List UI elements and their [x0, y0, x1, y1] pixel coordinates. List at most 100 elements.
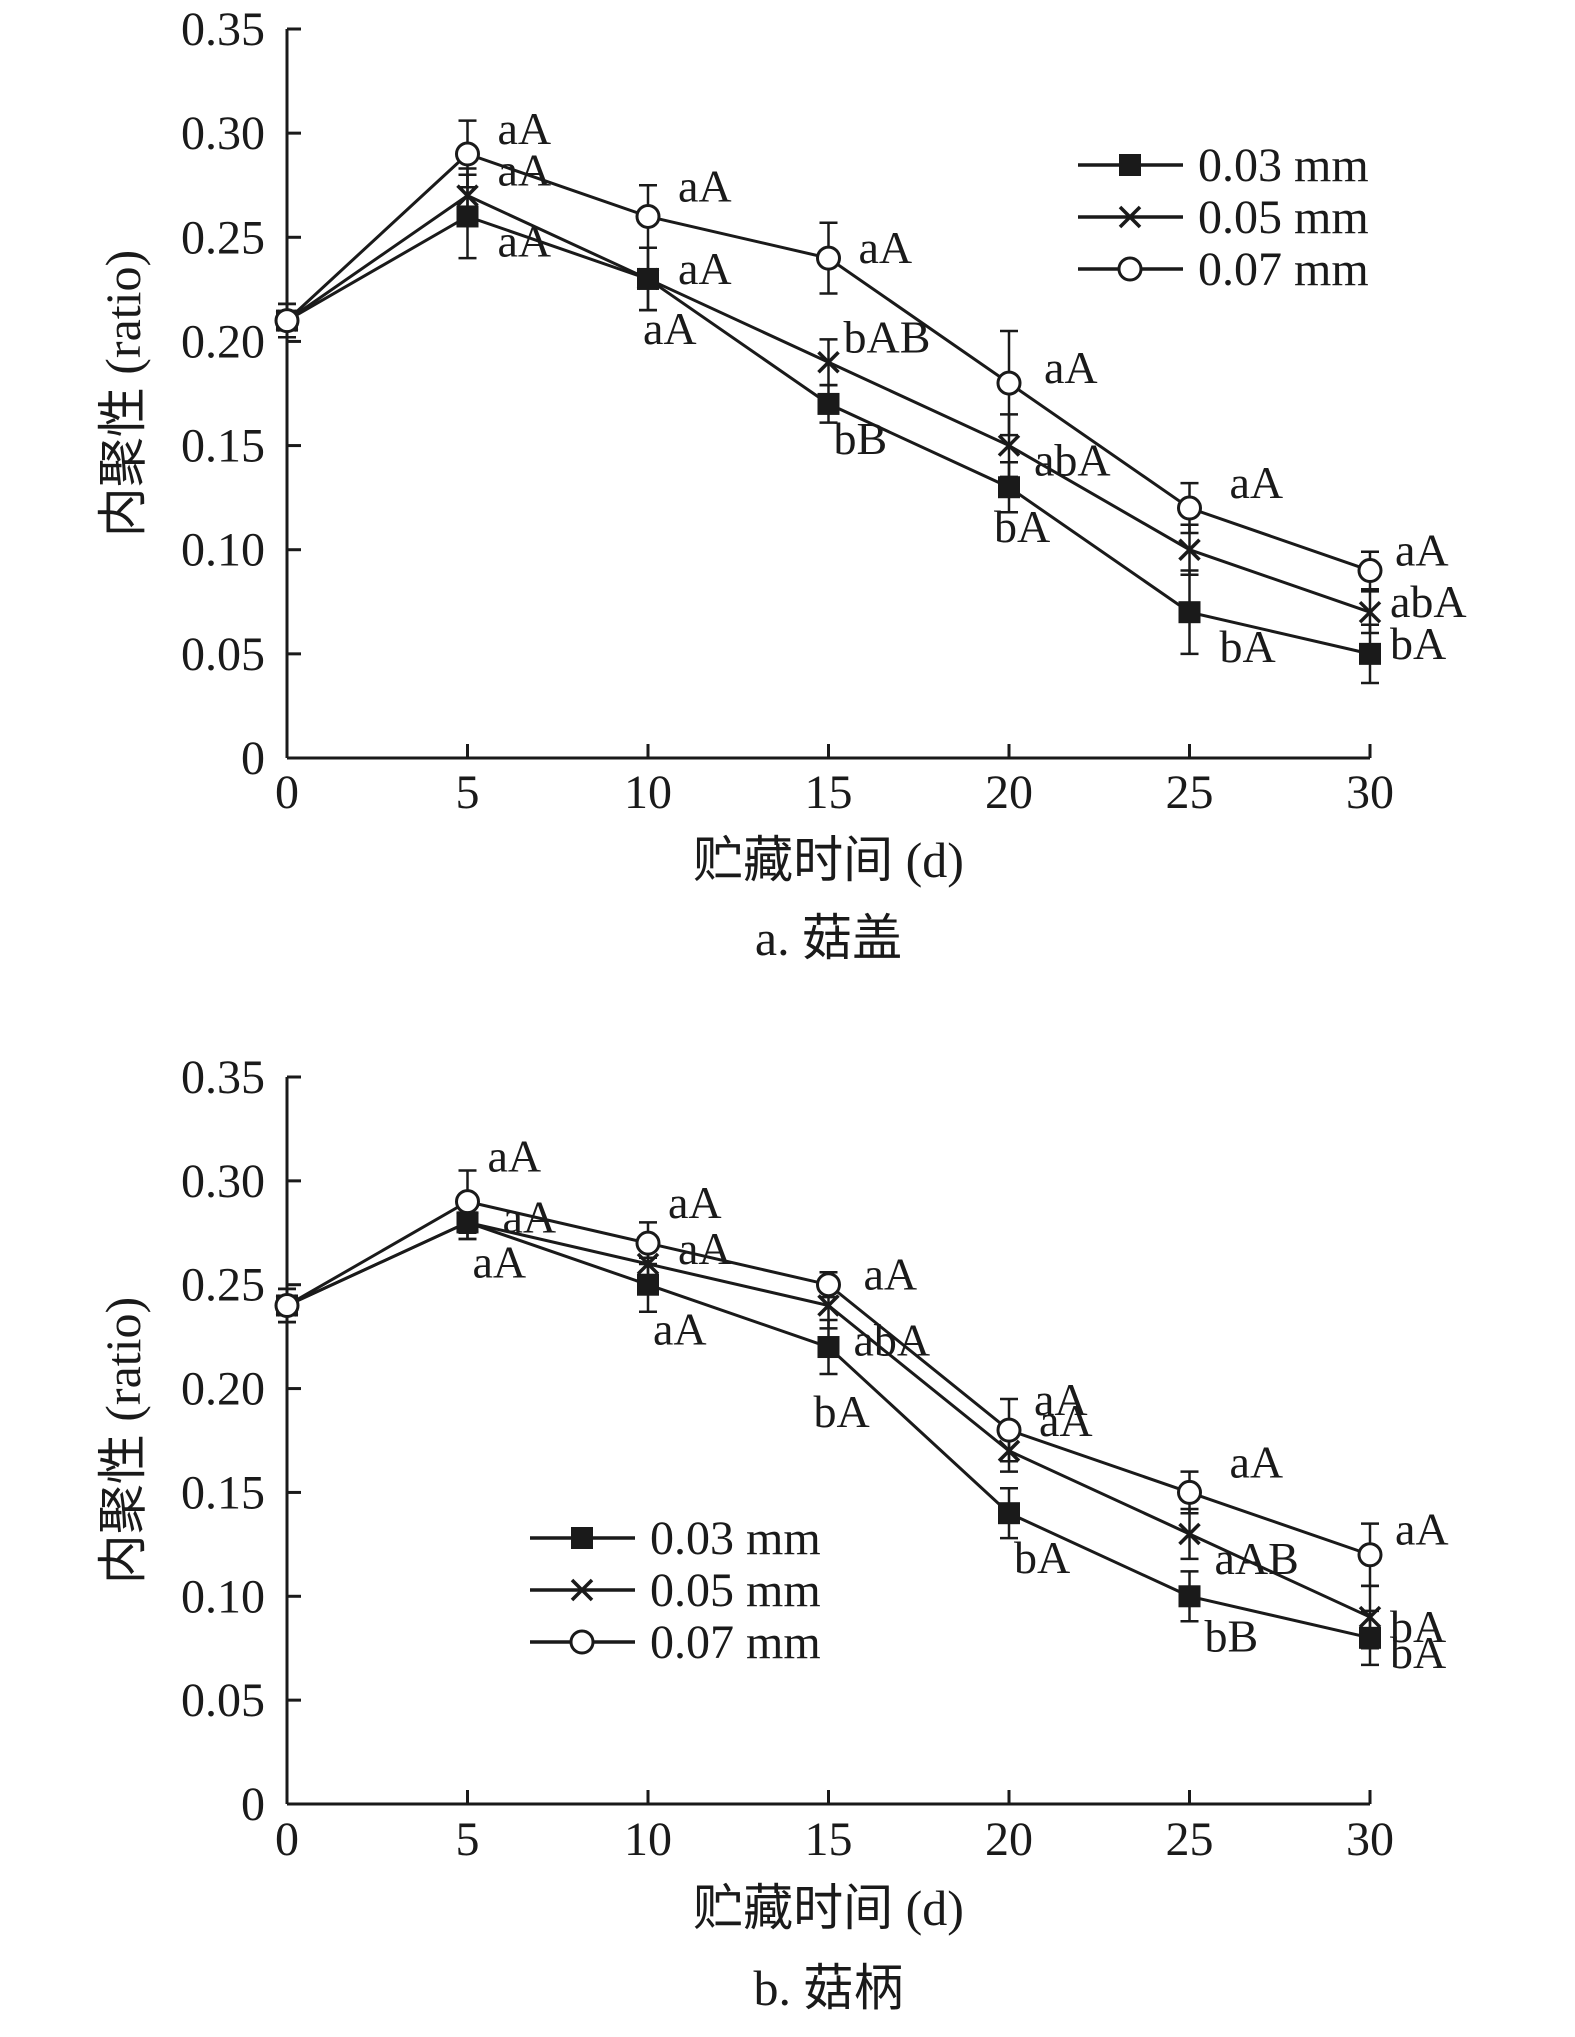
x-tick-label: 0	[275, 766, 299, 819]
y-tick-label: 0.25	[181, 1259, 265, 1312]
data-point	[1358, 600, 1382, 624]
y-tick-label: 0.15	[181, 420, 265, 473]
significance-label: bA	[1390, 1627, 1446, 1678]
data-point	[635, 203, 661, 229]
data-point	[455, 141, 480, 167]
panel-a-caps: 0 0.05 0.10 0.15 0.20 0.25 0.30 0.35 0 5 10 15 20 25 3…	[95, 3, 1467, 966]
significance-label: aA	[1039, 1395, 1093, 1446]
data-point	[817, 1294, 840, 1317]
legend-item: 0.05 mm	[530, 1564, 821, 1617]
data-point	[816, 245, 841, 271]
significance-label: aA	[473, 1236, 527, 1287]
significance-label: aA	[678, 243, 732, 294]
data-point	[996, 370, 1022, 396]
x-tick-label: 20	[985, 766, 1033, 819]
x-tick-label: 5	[456, 766, 480, 819]
x-axis-title: 贮藏时间 (d)	[693, 1880, 964, 1936]
x-axis-title: 贮藏时间 (d)	[693, 832, 964, 888]
panel-b-stems: 0 0.05 0.10 0.15 0.20 0.25 0.30 0.35 0 5 10 15 20 25 3…	[95, 1051, 1449, 2016]
y-tick-label: 0.35	[181, 3, 265, 56]
significance-label: abA	[1390, 576, 1467, 627]
legend-label: 0.07 mm	[1198, 243, 1369, 296]
data-point	[636, 267, 660, 291]
legend-item: 0.07 mm	[530, 1616, 821, 1669]
significance-label: aAB	[1215, 1533, 1299, 1584]
significance-label: bA	[994, 501, 1050, 552]
significance-label: aA	[498, 215, 552, 266]
series-0.07-mm: aA aA aA aA aA aA	[274, 103, 1449, 591]
legend: 0.03 mm0.05 mm0.07 mm	[1078, 139, 1369, 296]
legend-marker	[569, 1629, 595, 1655]
legend-item: 0.05 mm	[1078, 191, 1369, 244]
significance-label: aA	[1230, 1436, 1284, 1487]
x-tick-label: 15	[805, 766, 853, 819]
significance-label: bB	[1205, 1610, 1259, 1661]
data-point	[274, 308, 300, 334]
significance-label: bA	[1390, 618, 1446, 669]
legend-label: 0.03 mm	[1198, 139, 1369, 192]
significance-label: abA	[1034, 435, 1111, 486]
y-tick-label: 0.10	[181, 524, 265, 577]
significance-label: aA	[653, 1304, 707, 1355]
x-tick-label: 10	[624, 1813, 672, 1866]
series-0.03-mm: aA aA bB bA bA bA	[276, 173, 1446, 685]
significance-label: aA	[498, 145, 552, 196]
data-point	[817, 351, 840, 374]
significance-label: aA	[1034, 1374, 1088, 1425]
significance-label: aA	[643, 303, 697, 354]
data-point	[635, 1230, 661, 1256]
y-tick-label: 0	[241, 1778, 265, 1831]
y-tick-label: 0.25	[181, 211, 265, 264]
significance-label: bA	[814, 1386, 870, 1437]
legend-label: 0.07 mm	[650, 1616, 821, 1669]
legend-marker	[1117, 256, 1143, 282]
y-tick-label: 0.30	[181, 1155, 265, 1208]
significance-label: bA	[1220, 621, 1276, 672]
significance-label: aA	[678, 160, 732, 211]
legend-label: 0.05 mm	[650, 1564, 821, 1617]
legend-item: 0.03 mm	[1078, 139, 1369, 192]
data-point	[456, 184, 479, 207]
significance-label: bA	[1014, 1532, 1070, 1583]
legend-item: 0.03 mm	[530, 1512, 821, 1565]
x-tick-label: 25	[1166, 1813, 1214, 1866]
data-point	[1178, 601, 1201, 624]
panel-caption: b. 菇柄	[754, 1960, 904, 2016]
significance-label: aA	[488, 1131, 542, 1182]
x-tick-label: 25	[1166, 766, 1214, 819]
significance-label: aA	[678, 1223, 732, 1274]
legend: 0.03 mm0.05 mm0.07 mm	[530, 1512, 821, 1669]
data-point	[817, 1336, 840, 1359]
series-line	[286, 1200, 1371, 1557]
data-point	[816, 1272, 841, 1298]
y-tick-label: 0.10	[181, 1570, 265, 1623]
significance-label: bB	[834, 413, 888, 464]
legend-marker	[570, 1578, 594, 1602]
significance-label: aA	[864, 1249, 918, 1300]
legend-label: 0.03 mm	[650, 1512, 821, 1565]
data-point	[1359, 642, 1381, 665]
significance-label: aA	[1395, 1504, 1449, 1555]
x-tick-label: 20	[985, 1813, 1033, 1866]
data-point	[998, 1502, 1020, 1525]
x-tick-label: 0	[275, 1813, 299, 1866]
data-point	[997, 434, 1021, 457]
x-tick-label: 10	[624, 766, 672, 819]
data-point	[1178, 1585, 1201, 1608]
data-point	[1357, 1542, 1383, 1568]
data-point	[274, 1292, 300, 1318]
y-tick-label: 0.35	[181, 1051, 265, 1104]
y-tick-label: 0.05	[181, 1674, 265, 1727]
data-point	[1357, 558, 1383, 584]
data-point	[1178, 538, 1201, 561]
significance-label: aA	[859, 222, 913, 273]
data-point	[996, 1417, 1022, 1443]
data-point	[817, 392, 840, 415]
y-axis-title: 内聚性 (ratio)	[95, 1297, 151, 1584]
x-tick-label: 5	[456, 1813, 480, 1866]
y-axis-title: 内聚性 (ratio)	[95, 250, 151, 537]
